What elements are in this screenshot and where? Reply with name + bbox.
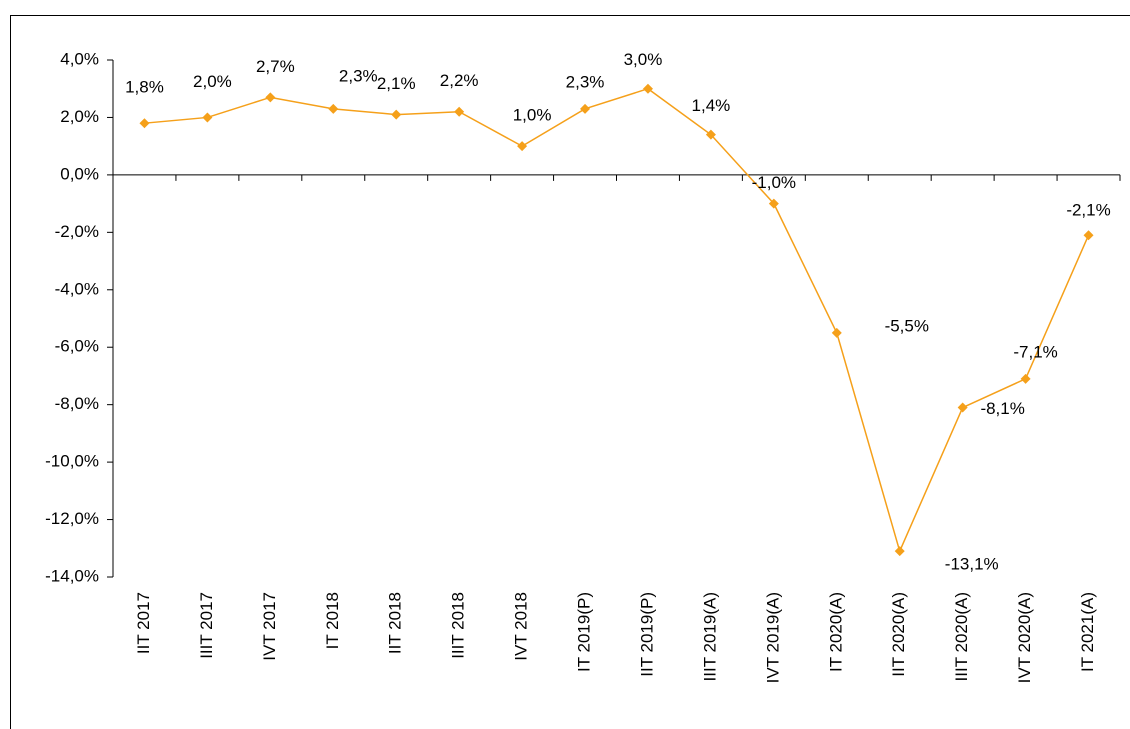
data-label: 1,0% (513, 106, 552, 125)
x-tick-label: IIIT 2017 (197, 592, 216, 659)
point-marker (1020, 373, 1031, 384)
x-tick-label: IT 2020(A) (826, 592, 845, 672)
data-label: 2,7% (256, 57, 295, 76)
point-marker (642, 83, 653, 94)
data-label: -8,1% (980, 399, 1024, 418)
point-marker (265, 92, 276, 103)
point-marker (391, 109, 402, 120)
data-label: -2,1% (1066, 201, 1110, 220)
data-label: 1,8% (125, 78, 164, 97)
x-tick-label: IVT 2017 (260, 592, 279, 661)
y-tick-label: -8,0% (55, 394, 99, 413)
x-tick-label: IVT 2018 (512, 592, 531, 661)
point-marker (580, 103, 591, 114)
y-tick-label: -12,0% (45, 509, 99, 528)
y-tick-label: -6,0% (55, 337, 99, 356)
series-line (144, 87, 1090, 554)
x-tick-label: IIIT 2020(A) (952, 592, 971, 681)
data-label: -1,0% (752, 173, 796, 192)
point-marker (1083, 230, 1094, 241)
data-label: 2,3% (339, 66, 378, 85)
x-tick-label: IIIT 2019(A) (700, 592, 719, 681)
data-label: 2,2% (440, 71, 479, 90)
point-marker (328, 103, 339, 114)
data-label: -7,1% (1013, 342, 1057, 361)
point-marker (139, 118, 150, 129)
point-marker (454, 106, 465, 117)
data-label: -13,1% (945, 555, 999, 574)
point-marker (202, 112, 213, 123)
data-label: 2,3% (566, 72, 605, 91)
data-label: -5,5% (885, 316, 929, 335)
x-tick-label: IT 2018 (323, 592, 342, 649)
x-tick-label: IVT 2019(A) (763, 592, 782, 683)
x-tick-label: IIT 2019(P) (637, 592, 656, 677)
data-label: 1,4% (692, 96, 731, 115)
data-label: 3,0% (624, 50, 663, 69)
y-tick-label: 0,0% (60, 164, 99, 183)
point-marker (705, 129, 716, 140)
y-tick-label: 4,0% (60, 49, 99, 68)
y-tick-label: 2,0% (60, 107, 99, 126)
y-tick-label: -2,0% (55, 222, 99, 241)
x-tick-label: IIT 2017 (134, 592, 153, 654)
data-label: 2,1% (377, 74, 416, 93)
data-label: 2,0% (193, 72, 232, 91)
y-tick-label: -4,0% (55, 279, 99, 298)
x-tick-label: IIT 2018 (386, 592, 405, 654)
point-marker (831, 327, 842, 338)
x-tick-label: IIIT 2018 (449, 592, 468, 659)
point-marker (894, 546, 905, 557)
point-marker (768, 198, 779, 209)
x-tick-label: IT 2019(P) (575, 592, 594, 672)
x-tick-label: IT 2021(A) (1078, 592, 1097, 672)
point-marker (517, 141, 528, 152)
point-marker (957, 402, 968, 413)
y-tick-label: -14,0% (45, 566, 99, 585)
x-tick-label: IIT 2020(A) (889, 592, 908, 677)
chart-border (10, 15, 1130, 729)
y-tick-label: -10,0% (45, 452, 99, 471)
x-tick-label: IVT 2020(A) (1015, 592, 1034, 683)
